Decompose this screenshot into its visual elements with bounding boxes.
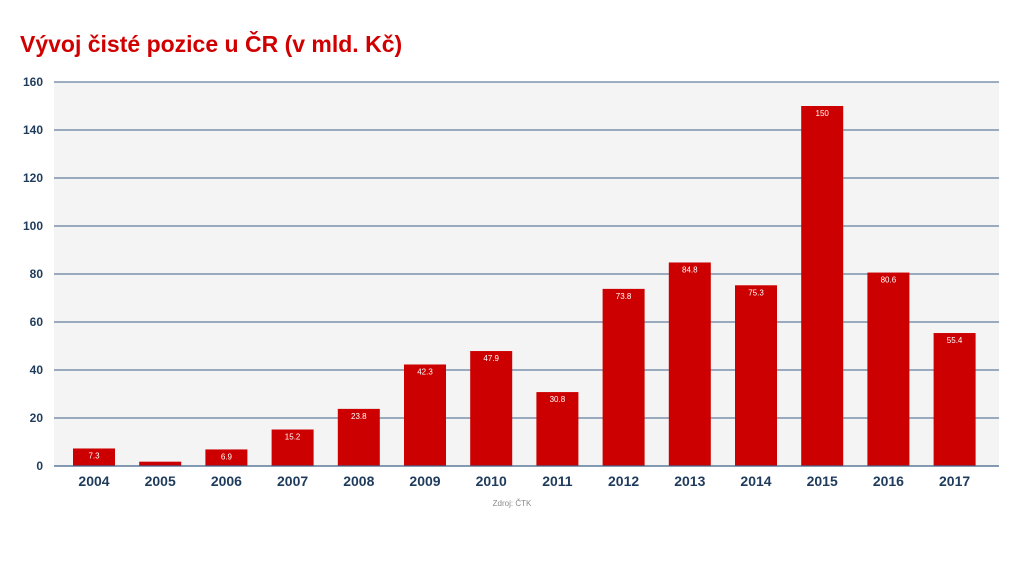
bar bbox=[668, 262, 711, 466]
bar bbox=[933, 333, 976, 466]
x-tick-label: 2015 bbox=[807, 473, 838, 489]
x-tick-label: 2014 bbox=[740, 473, 771, 489]
y-tick-label: 40 bbox=[30, 363, 44, 377]
x-tick-label: 2016 bbox=[873, 473, 904, 489]
bar bbox=[205, 449, 248, 466]
bar-data-label: 55.4 bbox=[947, 336, 963, 345]
x-tick-label: 2004 bbox=[78, 473, 109, 489]
x-tick-label: 2007 bbox=[277, 473, 308, 489]
bar-data-label: 15.2 bbox=[285, 433, 301, 442]
y-tick-label: 60 bbox=[30, 315, 44, 329]
bar bbox=[139, 461, 182, 466]
bar bbox=[735, 285, 777, 466]
bar-data-label: 150 bbox=[816, 109, 830, 118]
y-tick-label: 120 bbox=[23, 171, 43, 185]
x-tick-label: 2005 bbox=[145, 473, 176, 489]
y-tick-label: 20 bbox=[30, 411, 44, 425]
bar-data-label: 7.3 bbox=[88, 451, 100, 460]
bar bbox=[801, 106, 844, 466]
x-tick-label: 2011 bbox=[542, 473, 573, 489]
y-tick-label: 100 bbox=[23, 219, 43, 233]
bar-data-label: 6.9 bbox=[221, 452, 233, 461]
bar-data-label: 80.6 bbox=[881, 276, 897, 285]
y-tick-label: 140 bbox=[23, 123, 43, 137]
bar-data-label: 84.8 bbox=[682, 265, 698, 274]
bar bbox=[404, 364, 446, 466]
chart-title: Vývoj čisté pozice u ČR (v mld. Kč) bbox=[20, 31, 403, 57]
bar-data-label: 30.8 bbox=[550, 395, 566, 404]
x-tick-label: 2017 bbox=[939, 473, 970, 489]
y-tick-label: 80 bbox=[30, 267, 44, 281]
bar bbox=[73, 448, 115, 466]
bar-data-label: 75.3 bbox=[748, 288, 764, 297]
bar bbox=[271, 429, 314, 466]
bar bbox=[337, 408, 380, 466]
bar-data-label: 47.9 bbox=[483, 354, 499, 363]
bar bbox=[867, 272, 910, 466]
x-tick-label: 2006 bbox=[211, 473, 242, 489]
bar-data-label: 23.8 bbox=[351, 412, 367, 421]
x-tick-label: 2010 bbox=[476, 473, 507, 489]
x-tick-label: 2013 bbox=[674, 473, 705, 489]
bar bbox=[470, 351, 513, 466]
y-tick-label: 160 bbox=[23, 75, 43, 89]
x-tick-label: 2012 bbox=[608, 473, 639, 489]
x-tick-label: 2008 bbox=[343, 473, 374, 489]
x-tick-label: 2009 bbox=[409, 473, 440, 489]
bar bbox=[536, 392, 579, 466]
source-note: Zdroj: ČTK bbox=[492, 499, 532, 508]
bar-data-label: 73.8 bbox=[616, 292, 632, 301]
bar bbox=[602, 288, 645, 466]
y-tick-label: 0 bbox=[36, 459, 43, 473]
bar-data-label: 42.3 bbox=[417, 367, 433, 376]
